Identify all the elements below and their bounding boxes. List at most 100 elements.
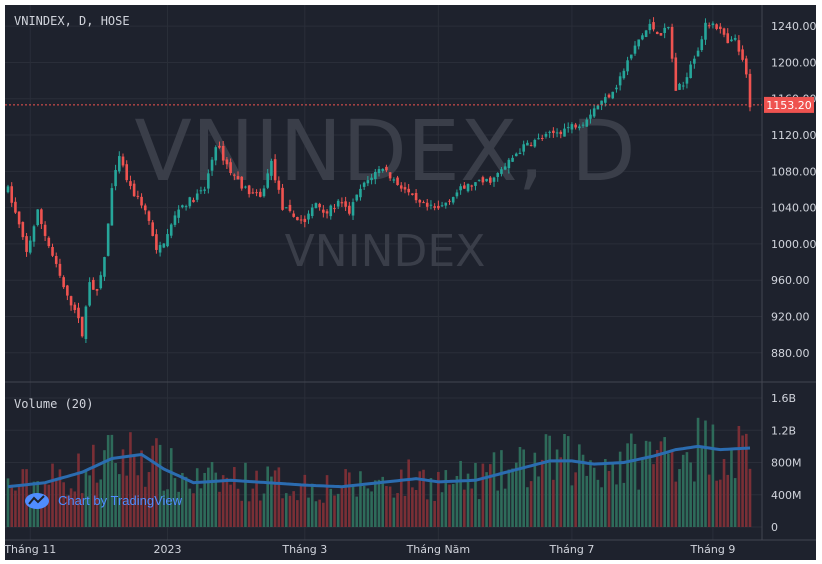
candle-body — [333, 208, 336, 209]
price-tick-label: 920.00 — [771, 310, 810, 323]
volume-bar — [578, 444, 581, 527]
volume-bar — [14, 491, 17, 527]
volume-bar — [441, 492, 444, 527]
candle-body — [489, 178, 492, 183]
candle-body — [474, 182, 477, 186]
candle-body — [329, 206, 332, 217]
candle-body — [33, 226, 36, 241]
candle-body — [433, 206, 436, 208]
candle-body — [430, 205, 433, 206]
time-tick-label: Tháng 3 — [281, 543, 327, 556]
candle-body — [140, 197, 143, 206]
candle-body — [244, 187, 247, 188]
volume-bar — [456, 476, 459, 527]
chart-title: VNINDEX, D, HOSE — [14, 14, 130, 28]
volume-bar — [192, 493, 195, 527]
volume-bar — [393, 498, 396, 527]
volume-bar — [496, 491, 499, 527]
candle-body — [337, 201, 340, 207]
candle-body — [667, 27, 670, 28]
candle-body — [396, 178, 399, 185]
candle-body — [196, 193, 199, 199]
candle-body — [578, 126, 581, 128]
volume-bar — [500, 450, 503, 527]
volume-bar — [623, 483, 626, 527]
candle-body — [367, 180, 370, 183]
candle-body — [693, 59, 696, 64]
candle-body — [181, 205, 184, 207]
candle-body — [107, 224, 110, 256]
volume-bar — [459, 461, 462, 527]
candle-body — [226, 159, 229, 164]
volume-bar — [229, 485, 232, 527]
candle-body — [274, 159, 277, 180]
candle-body — [266, 173, 269, 187]
candle-body — [470, 185, 473, 186]
candle-body — [582, 125, 585, 126]
volume-bar — [155, 438, 158, 527]
volume-bar — [563, 434, 566, 527]
candle-body — [103, 257, 106, 277]
volume-bar — [608, 471, 611, 527]
candle-body — [589, 115, 592, 119]
volume-bar — [318, 500, 321, 527]
candle-body — [348, 206, 351, 214]
candle-body — [641, 35, 644, 39]
volume-bar — [637, 490, 640, 527]
volume-bar — [723, 459, 726, 527]
candle-body — [237, 176, 240, 179]
candle-body — [36, 209, 39, 225]
volume-bar — [352, 487, 355, 527]
candle-body — [304, 219, 307, 222]
volume-bar — [511, 468, 514, 527]
tradingview-badge[interactable]: Chart by TradingView — [24, 490, 182, 510]
volume-bar — [207, 468, 210, 527]
volume-bar — [307, 498, 310, 527]
volume-bar — [452, 484, 455, 527]
volume-bar — [311, 484, 314, 527]
volume-bar — [734, 478, 737, 527]
candle-body — [478, 180, 481, 181]
candle-body — [114, 170, 117, 186]
candle-body — [463, 185, 466, 188]
candle-body — [608, 95, 611, 98]
candle-body — [441, 205, 444, 206]
candle-body — [177, 210, 180, 218]
candle-body — [122, 157, 125, 166]
volume-bar — [686, 452, 689, 527]
volume-bar — [326, 475, 329, 527]
candle-body — [48, 238, 51, 246]
candle-body — [689, 65, 692, 78]
candle-body — [626, 60, 629, 71]
time-tick-label: Tháng Năm — [406, 543, 471, 556]
candle-body — [504, 166, 507, 169]
volume-bar — [489, 464, 492, 527]
volume-tick-label: 400M — [771, 489, 802, 502]
price-tick-label: 1000.00 — [771, 238, 817, 251]
volume-bar — [719, 480, 722, 527]
candle-body — [585, 120, 588, 127]
volume-bar — [567, 436, 570, 527]
candle-body — [159, 245, 162, 253]
volume-bar — [530, 481, 533, 527]
candle-body — [96, 289, 99, 291]
volume-bar — [682, 455, 685, 527]
candle-body — [686, 77, 689, 83]
candle-body — [270, 161, 273, 176]
candle-body — [285, 207, 288, 208]
last-price-label: 1153.20 — [766, 99, 812, 112]
volume-bar — [404, 496, 407, 527]
candle-body — [14, 202, 17, 213]
volume-bar — [704, 421, 707, 527]
candle-body — [645, 30, 648, 37]
price-tick-label: 1240.00 — [771, 20, 817, 33]
volume-bar — [426, 499, 429, 527]
volume-bar — [630, 434, 633, 527]
candle-body — [311, 207, 314, 216]
candle-body — [92, 280, 95, 290]
volume-bar — [378, 480, 381, 527]
volume-bar — [604, 459, 607, 527]
candle-body — [682, 86, 685, 87]
volume-tick-label: 0 — [771, 521, 778, 534]
